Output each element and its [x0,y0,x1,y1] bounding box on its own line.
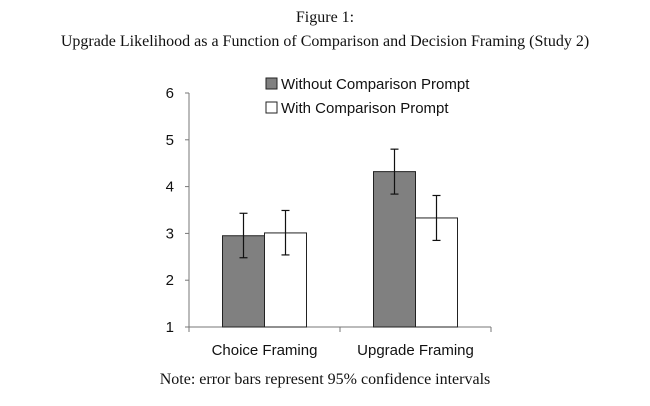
bar [373,171,416,328]
legend-label: Without Comparison Prompt [281,76,470,93]
chart-error-bars [239,148,441,259]
y-tick-label: 2 [166,272,174,289]
y-tick-label: 4 [166,179,174,196]
x-category-label: Upgrade Framing [357,342,474,359]
chart-bars [222,171,458,328]
legend-label: With Comparison Prompt [281,100,449,117]
figure-title: Upgrade Likelihood as a Function of Comp… [60,33,590,50]
x-category-label: Choice Framing [212,342,318,359]
chart-legend: Without Comparison Prompt With Comparison… [265,76,470,117]
y-tick-label: 5 [166,132,174,149]
figure-label: Figure 1: [295,9,355,26]
legend-swatch [265,101,278,114]
y-tick-label: 3 [166,225,174,242]
figure-note: Note: error bars represent 95% confidenc… [159,371,491,388]
legend-swatch [265,77,278,90]
y-tick-label: 1 [166,319,174,336]
y-tick-label: 6 [166,85,174,102]
